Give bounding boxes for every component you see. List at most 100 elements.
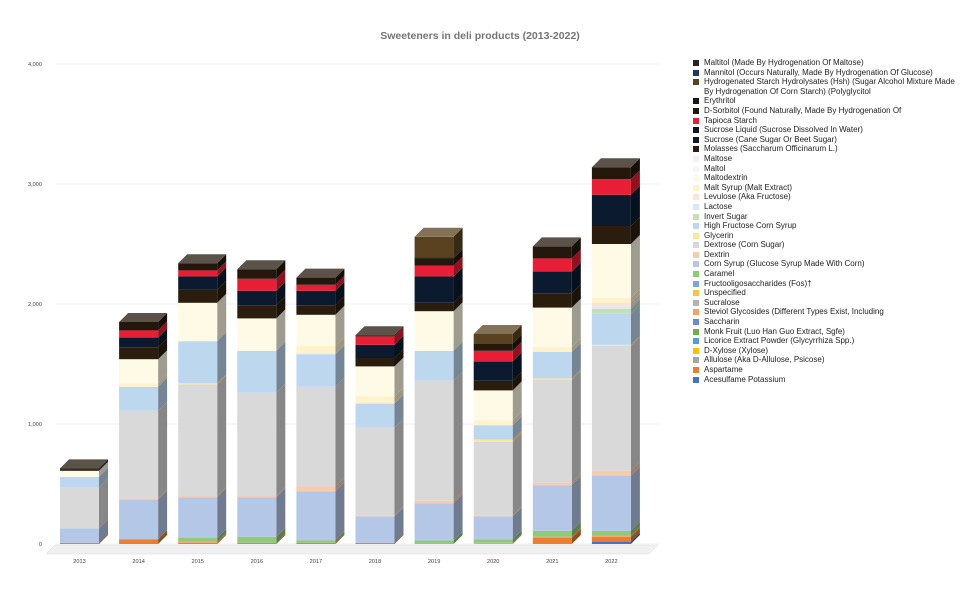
bar-segment-side — [217, 261, 227, 277]
legend-label: Unspecified — [704, 288, 746, 298]
bar-segment — [178, 496, 218, 498]
bar-segment-side — [453, 531, 463, 544]
bar-segment-side — [571, 521, 581, 537]
bar-segment — [473, 439, 513, 442]
bar-segment — [178, 302, 218, 342]
legend-swatch — [693, 319, 699, 326]
bar-segment — [414, 236, 454, 258]
bar-segment-side — [158, 489, 168, 500]
bar-segment-side — [571, 298, 581, 348]
bar-segment-side — [571, 338, 581, 352]
legend-item: Monk Fruit (Luo Han Guo Extract, Sgfe) — [693, 327, 955, 337]
legend-swatch — [693, 367, 699, 373]
bar-segment — [414, 276, 454, 303]
legend-swatch — [693, 242, 699, 249]
bar-segment-side — [217, 532, 227, 543]
bar-segment — [178, 384, 218, 496]
y-tick-label: 0 — [39, 542, 42, 548]
legend-label: Maltol — [704, 163, 726, 173]
bar-segment-side — [453, 293, 463, 312]
bar-segment — [591, 470, 631, 476]
y-tick-label: 2,000 — [28, 302, 42, 308]
legend-label: Aspartame — [704, 365, 743, 374]
bar-segment-side — [571, 529, 581, 544]
bar-segment-side — [512, 507, 522, 540]
legend-label: Sucrose Liquid (Sucrose Dissolved In Wat… — [704, 125, 863, 135]
bar-segment — [591, 344, 631, 346]
bar-segment — [237, 318, 277, 351]
legend-label: Maltitol (Made By Hydrogenation Of Malto… — [704, 58, 864, 67]
bar-segment-side — [571, 237, 581, 259]
bar-segment-side — [630, 304, 640, 345]
bar-segment — [591, 298, 631, 303]
bar-segment-side — [630, 521, 640, 536]
bar-segment-side — [158, 374, 168, 387]
bar-stack-2020 — [473, 325, 522, 544]
legend-item: Caramel — [693, 269, 955, 279]
bar-segment — [532, 246, 572, 259]
legend-swatch — [693, 194, 699, 201]
bar-segment-side — [512, 430, 522, 442]
bar-segment-side — [512, 352, 522, 381]
bar-segment — [237, 290, 277, 306]
bar-segment-side — [630, 235, 640, 298]
bar-segment-side — [453, 227, 463, 258]
bar-segment-side — [276, 341, 286, 393]
legend-item: Licorice Extract Powder (Glycyrrhiza Spp… — [693, 336, 955, 346]
legend-label: Fructooligosaccharides (Fos)† — [704, 278, 812, 288]
bar-segment — [473, 343, 513, 351]
bar-segment-side — [630, 527, 640, 542]
bar-segment — [178, 276, 218, 290]
bar-segment — [60, 476, 99, 488]
legend-label: Sucrose (Cane Sugar Or Beet Sugar) — [704, 134, 837, 144]
bar-segment-side — [630, 185, 640, 226]
bar-segment — [296, 542, 336, 544]
legend-swatch — [693, 165, 699, 172]
bar-segment-side — [394, 335, 404, 358]
legend-label: Monk Fruit (Luo Han Guo Extract, Sgfe) — [704, 326, 845, 336]
chart-title: Sweeteners in deli products (2013-2022) — [380, 30, 580, 42]
bar-segment — [591, 306, 631, 309]
bar-segment — [591, 179, 631, 195]
bar-segment-side — [217, 533, 227, 544]
bar-segment — [237, 497, 277, 537]
legend-item: Fructooligosaccharides (Fos)† — [693, 279, 955, 289]
legend-label: Malt Syrup (Malt Extract) — [704, 182, 793, 192]
bar-segment-side — [217, 529, 227, 542]
bar-segment-side — [276, 309, 286, 351]
bar-segment — [296, 284, 336, 291]
bar-segment-side — [630, 170, 640, 195]
legend-swatch — [693, 79, 699, 86]
legend-swatch — [693, 60, 699, 66]
bar-segment — [532, 379, 572, 483]
bar-segment — [237, 536, 277, 543]
legend-item: Invert Sugar — [693, 212, 955, 222]
bar-segment — [414, 350, 454, 381]
legend-label: Acesulfame Potassium — [704, 374, 786, 384]
bar-segment-side — [571, 473, 581, 486]
bar-segment — [296, 386, 336, 487]
bar-segment — [473, 380, 513, 391]
legend-item: Saccharin — [693, 317, 955, 327]
bar-segment-side — [394, 357, 404, 397]
bar-segment-side — [453, 371, 463, 501]
bar-segment-side — [335, 377, 345, 487]
bar-segment-side — [512, 371, 522, 391]
bar-segment-side — [99, 519, 108, 543]
bar-segment-side — [276, 296, 286, 319]
bar-segment-side — [571, 370, 581, 483]
legend-label: Mannitol (Occurs Naturally, Made By Hydr… — [704, 67, 933, 77]
legend-label: Licorice Extract Powder (Glycyrrhiza Spp… — [704, 336, 855, 346]
bar-segment-side — [99, 533, 108, 544]
bar-segment — [237, 350, 277, 393]
legend-item: D-Xylose (Xylose) — [693, 346, 955, 356]
bar-segment-side — [217, 488, 227, 538]
bar-segment-side — [394, 327, 404, 345]
legend-item: Hydrogenated Starch Hydrolysates (Hsh) (… — [693, 77, 955, 96]
legend-swatch — [693, 376, 699, 383]
bar-stack-2017 — [296, 268, 345, 544]
bar-segment-side — [276, 383, 286, 496]
legend-swatch — [693, 299, 699, 306]
bar-segment-side — [99, 460, 108, 471]
bar-segment-side — [158, 490, 168, 540]
